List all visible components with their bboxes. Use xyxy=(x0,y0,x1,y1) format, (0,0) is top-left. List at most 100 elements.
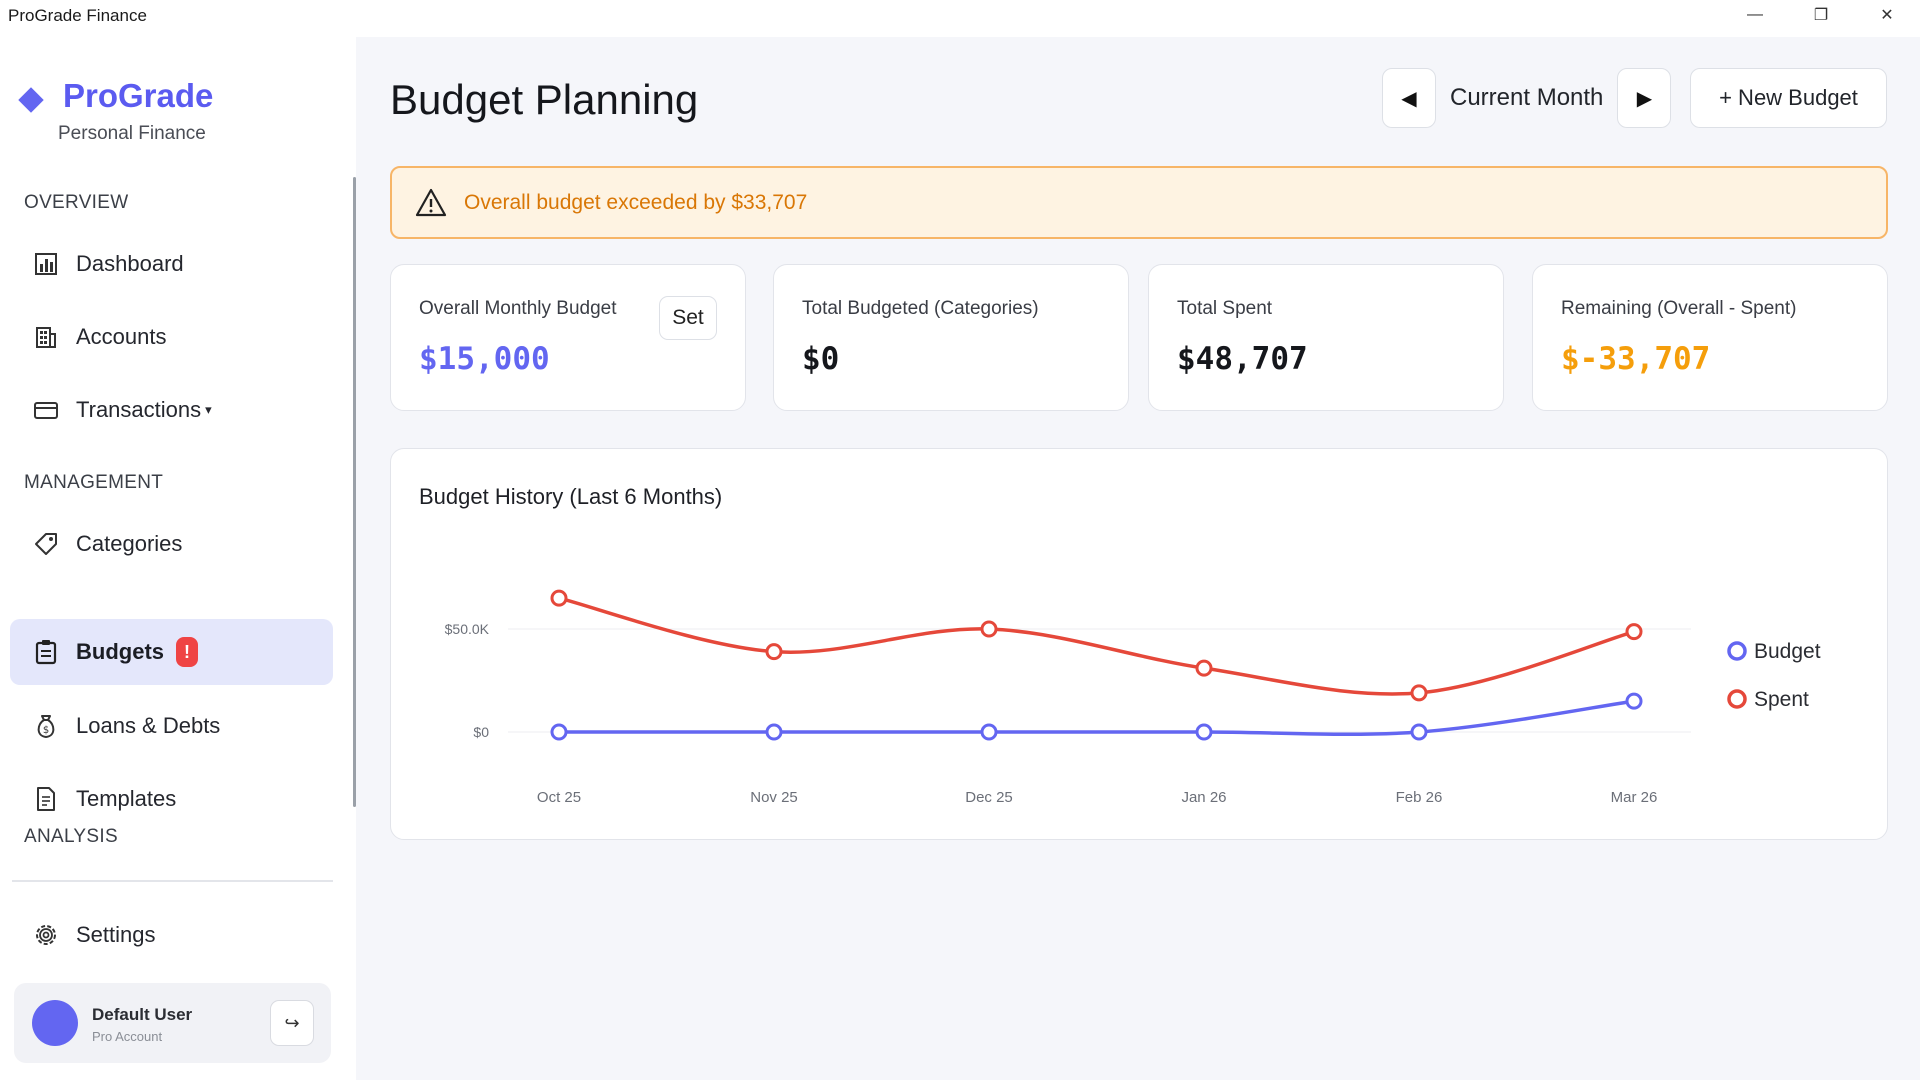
data-point-spent xyxy=(980,620,998,638)
sidebar-item-label: Transactions xyxy=(76,397,202,422)
x-tick-label: Feb 26 xyxy=(1396,789,1443,806)
chevron-right-icon: ▶ xyxy=(1636,87,1653,110)
window-controls: — ❐ ✕ xyxy=(1722,0,1920,30)
card-value: $0 xyxy=(802,341,840,377)
card-label: Remaining (Overall - Spent) xyxy=(1561,298,1797,319)
close-button[interactable]: ✕ xyxy=(1880,7,1894,24)
section-label-analysis: ANALYSIS xyxy=(24,826,118,847)
minimize-button[interactable]: — xyxy=(1747,6,1763,23)
gear-icon xyxy=(32,921,60,949)
money-bag-icon: $ xyxy=(32,712,60,740)
diamond-logo-icon xyxy=(18,87,44,113)
summary-card-total-budgeted: Total Budgeted (Categories) $0 xyxy=(773,264,1129,411)
summary-card-overall-budget: Overall Monthly Budget Set $15,000 xyxy=(390,264,746,411)
sidebar-item-dashboard[interactable]: Dashboard xyxy=(10,231,333,297)
sidebar-item-label: Categories xyxy=(76,531,183,556)
card-value: $-33,707 xyxy=(1561,341,1711,377)
document-icon xyxy=(32,785,60,813)
card-label: Total Spent xyxy=(1177,298,1273,319)
x-tick-label: Mar 26 xyxy=(1611,789,1658,806)
card-value: $48,707 xyxy=(1177,341,1308,377)
bar-chart-icon xyxy=(32,250,60,278)
data-point-spent xyxy=(1410,684,1428,702)
series-line-spent xyxy=(558,596,1635,696)
page-title: Budget Planning xyxy=(390,76,699,123)
window-titlebar: ProGrade Finance — ❐ ✕ xyxy=(0,0,1920,37)
x-tick-label: Dec 25 xyxy=(965,789,1013,806)
data-point-spent xyxy=(1625,623,1643,641)
logout-button[interactable]: ↪ xyxy=(270,1000,314,1046)
x-tick-label: Nov 25 xyxy=(750,789,798,806)
y-tick-label: $50.0K xyxy=(445,621,490,637)
clipboard-icon xyxy=(32,638,60,666)
alert-badge: ! xyxy=(176,637,198,667)
chart-title: Budget History (Last 6 Months) xyxy=(419,484,723,509)
sidebar-item-label: Dashboard xyxy=(76,251,184,276)
legend-marker-budget xyxy=(1727,641,1747,661)
budget-exceeded-alert: Overall budget exceeded by $33,707 xyxy=(390,166,1888,239)
next-month-button[interactable]: ▶ xyxy=(1617,68,1672,128)
sidebar-item-budgets[interactable]: Budgets ! xyxy=(10,619,333,685)
sidebar-item-transactions[interactable]: Transactions ▾ xyxy=(10,377,333,443)
budget-history-chart: $0 $50.0K Oct 25 Nov 25 Dec 25 Jan 26 Feb 26 Ma… xyxy=(445,589,1821,806)
legend-marker-spent xyxy=(1727,689,1747,709)
sidebar: ProGrade Personal Finance OVERVIEW Dashb… xyxy=(0,37,356,1080)
sidebar-item-accounts[interactable]: Accounts xyxy=(10,304,333,370)
user-card: Default User Pro Account ↪ xyxy=(14,983,331,1063)
sidebar-item-loans-debts[interactable]: $ Loans & Debts xyxy=(10,693,333,759)
avatar xyxy=(32,1000,78,1046)
card-value: $15,000 xyxy=(419,341,550,377)
user-role: Pro Account xyxy=(92,1029,163,1044)
svg-text:$: $ xyxy=(43,725,49,736)
logout-icon: ↪ xyxy=(284,1012,300,1033)
sidebar-item-categories[interactable]: Categories xyxy=(10,511,333,577)
data-point-budget xyxy=(980,723,998,741)
data-point-budget xyxy=(1625,692,1643,710)
building-icon xyxy=(32,323,60,351)
card-label: Total Budgeted (Categories) xyxy=(802,298,1039,319)
legend-label: Spent xyxy=(1754,688,1809,711)
sidebar-item-label: Budgets xyxy=(76,639,164,664)
series-line-budget xyxy=(558,699,1635,737)
data-point-budget xyxy=(1195,723,1213,741)
data-point-budget xyxy=(1410,723,1428,741)
data-point-spent xyxy=(550,589,568,607)
sidebar-divider xyxy=(12,880,333,882)
sidebar-item-label: Settings xyxy=(76,922,156,947)
previous-month-button[interactable]: ◀ xyxy=(1382,68,1436,128)
y-tick-label: $0 xyxy=(473,724,489,740)
sidebar-item-label: Accounts xyxy=(76,324,167,349)
tag-icon xyxy=(32,530,60,558)
data-point-budget xyxy=(550,723,568,741)
data-point-budget xyxy=(765,723,783,741)
window-title: ProGrade Finance xyxy=(8,6,147,25)
card-label: Overall Monthly Budget xyxy=(419,298,617,319)
new-budget-button[interactable]: + New Budget xyxy=(1690,68,1887,128)
set-budget-button[interactable]: Set xyxy=(659,296,717,340)
sidebar-item-label: Templates xyxy=(76,786,177,811)
sidebar-item-settings[interactable]: Settings xyxy=(10,902,333,968)
sidebar-item-label: Loans & Debts xyxy=(76,713,221,738)
month-navigator: ◀ Current Month ▶ xyxy=(1382,68,1672,128)
brand-name: ProGrade xyxy=(63,77,214,114)
chevron-down-icon: ▾ xyxy=(205,402,212,417)
section-label-overview: OVERVIEW xyxy=(24,192,129,213)
warning-icon xyxy=(415,188,447,216)
user-name: Default User xyxy=(92,1005,193,1024)
alert-text: Overall budget exceeded by $33,707 xyxy=(464,190,808,214)
x-tick-label: Jan 26 xyxy=(1181,789,1226,806)
current-month-label: Current Month xyxy=(1450,84,1604,111)
summary-card-remaining: Remaining (Overall - Spent) $-33,707 xyxy=(1532,264,1888,411)
restore-button[interactable]: ❐ xyxy=(1813,7,1829,24)
brand-subtitle: Personal Finance xyxy=(58,123,206,144)
sidebar-item-templates[interactable]: Templates xyxy=(10,766,333,832)
data-point-spent xyxy=(765,643,783,661)
chevron-left-icon: ◀ xyxy=(1401,87,1417,110)
section-label-management: MANAGEMENT xyxy=(24,472,164,493)
sidebar-scrollbar[interactable] xyxy=(353,177,356,807)
x-tick-label: Oct 25 xyxy=(537,789,581,806)
summary-card-total-spent: Total Spent $48,707 xyxy=(1148,264,1504,411)
card-icon xyxy=(32,396,60,424)
legend-label: Budget xyxy=(1754,640,1821,663)
budget-history-chart-card: Budget History (Last 6 Months) $0 $50.0K O… xyxy=(390,448,1888,840)
